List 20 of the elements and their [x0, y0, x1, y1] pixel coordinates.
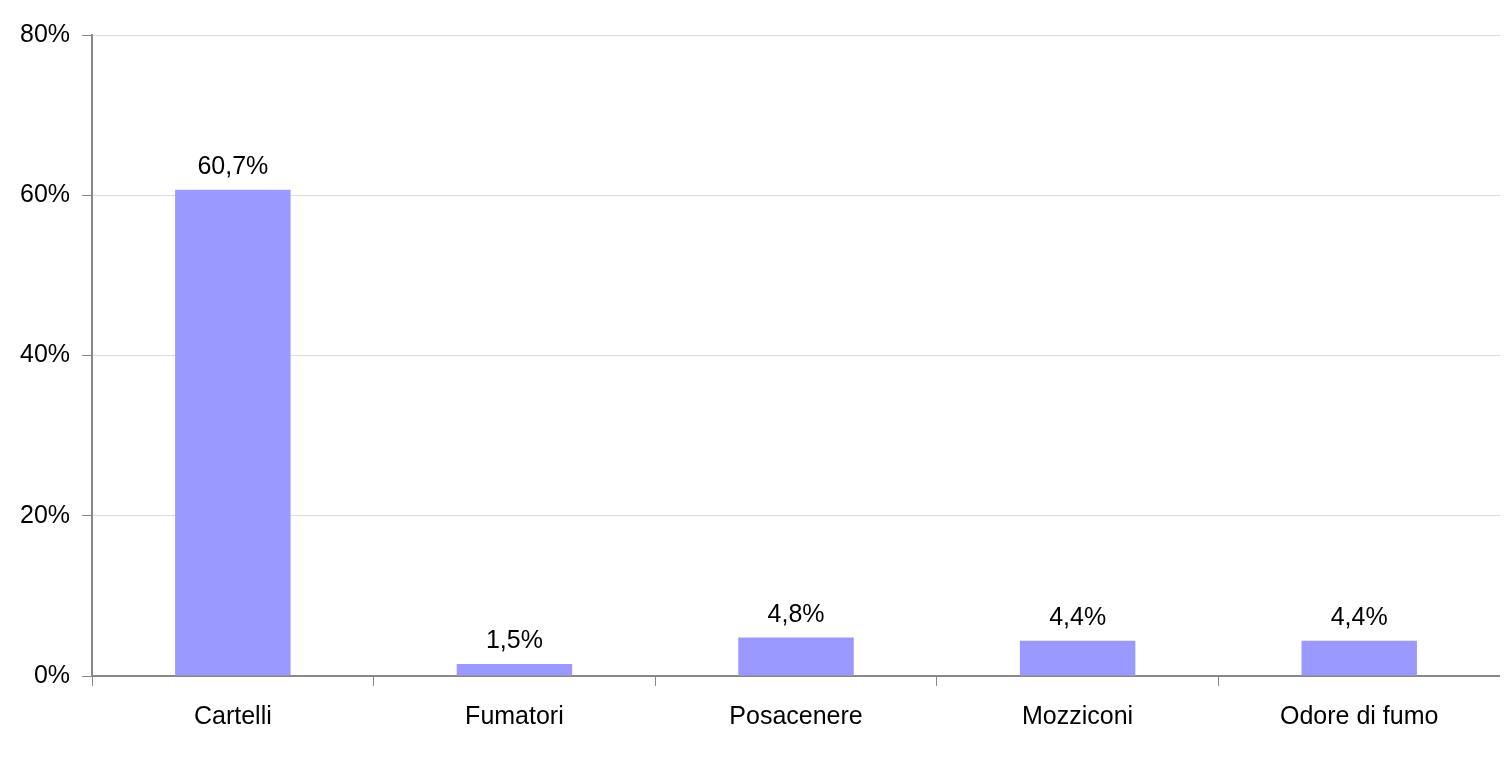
y-tick-label: 20%	[19, 499, 71, 528]
x-tick-label: Posacenere	[729, 700, 863, 729]
data-label: 4,4%	[1049, 602, 1107, 631]
data-label: 1,5%	[485, 625, 543, 654]
x-tick-label: Cartelli	[193, 700, 272, 729]
x-tick-label: Mozziconi	[1022, 700, 1134, 729]
data-label: 60,7%	[197, 151, 269, 180]
data-label: 4,4%	[1330, 602, 1388, 631]
data-label: 4,8%	[767, 598, 825, 627]
x-tick-label: Fumatori	[465, 700, 564, 729]
bar	[1301, 640, 1417, 676]
x-tick-label: Odore di fumo	[1279, 700, 1439, 729]
bar	[738, 637, 854, 676]
bar	[456, 663, 573, 676]
bar	[175, 189, 291, 676]
bar	[1019, 640, 1136, 676]
y-tick-label: 40%	[19, 339, 71, 368]
y-tick-label: 80%	[19, 18, 71, 47]
y-tick-label: 60%	[19, 179, 71, 208]
y-tick-label: 0%	[33, 659, 71, 688]
